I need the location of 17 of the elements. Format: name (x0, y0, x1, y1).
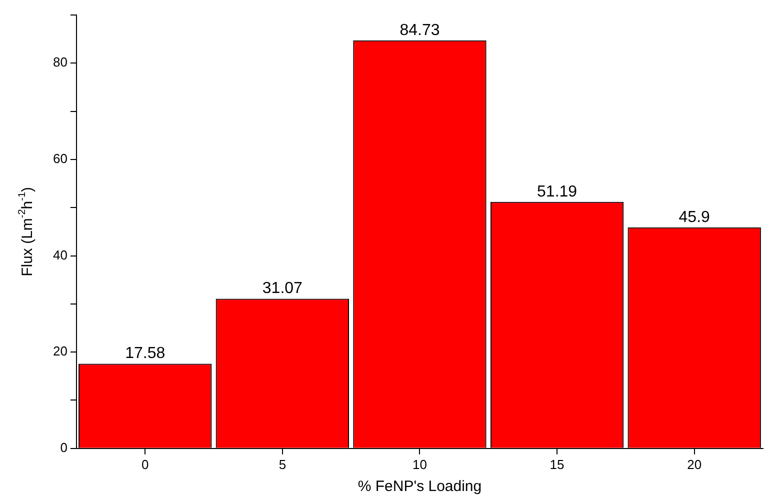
x-tick-label: 5 (278, 456, 286, 472)
y-axis-title: Flux (Lm-2h-1) (16, 186, 36, 276)
data-label: 45.9 (678, 208, 710, 226)
x-axis-title: % FeNP's Loading (358, 478, 482, 496)
y-tick-label: 20 (52, 344, 68, 359)
data-label: 17.58 (125, 345, 166, 362)
data-label: 31.07 (262, 280, 303, 298)
data-label: 84.73 (400, 22, 440, 39)
y-tick-label: 60 (52, 151, 68, 166)
x-tick-label: 15 (550, 456, 564, 472)
data-label: 51.19 (537, 183, 578, 200)
y-tick-label: 0 (60, 440, 68, 455)
x-tick-label: 0 (141, 456, 149, 472)
y-tick-label: 40 (52, 247, 68, 262)
x-tick-label: 20 (687, 456, 702, 472)
x-tick-label: 10 (412, 456, 427, 472)
y-tick-label: 80 (52, 54, 68, 70)
